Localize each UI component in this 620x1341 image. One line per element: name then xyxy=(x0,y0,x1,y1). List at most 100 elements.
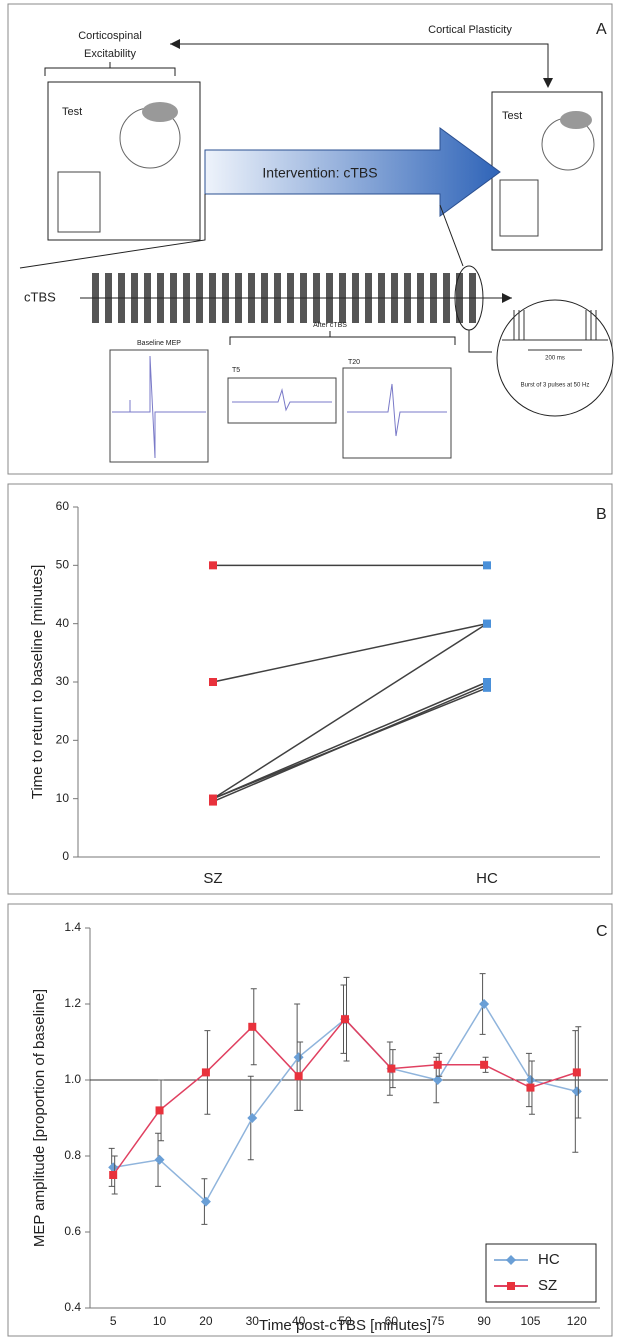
y-tick-label: 50 xyxy=(56,558,70,572)
marker xyxy=(341,1015,349,1024)
marker xyxy=(155,1106,164,1115)
y-tick-label: 1.0 xyxy=(64,1072,81,1086)
panel-a: A Cortical Plasticity Corticospinal Exci… xyxy=(7,3,614,475)
x-tick-label: HC xyxy=(476,870,498,887)
plasticity-arrow xyxy=(170,43,549,82)
panel-label: C xyxy=(596,923,608,940)
y-tick-label: 20 xyxy=(56,733,70,747)
marker xyxy=(432,1075,443,1085)
series-line xyxy=(212,623,488,800)
marker xyxy=(572,1068,581,1077)
marker xyxy=(201,1068,210,1077)
marker xyxy=(293,1052,304,1063)
x-tick-label: 40 xyxy=(292,1314,306,1328)
panel-frame xyxy=(7,483,613,895)
intervention-arrow xyxy=(204,127,501,217)
y-tick-label: 10 xyxy=(56,791,70,805)
x-tick-label: 20 xyxy=(199,1314,213,1328)
test-label: Test xyxy=(502,110,522,122)
baseline-label: Baseline MEP xyxy=(137,340,181,347)
coil xyxy=(560,111,592,129)
marker xyxy=(479,999,490,1009)
plasticity-label: Cortical Plasticity xyxy=(428,24,512,36)
x-tick-label: 75 xyxy=(431,1314,445,1328)
burst-detail xyxy=(502,310,608,351)
mep-box xyxy=(342,367,452,459)
excitability-label: Excitability xyxy=(84,48,136,60)
mep-trace xyxy=(112,355,206,459)
connector xyxy=(19,194,206,269)
coil xyxy=(142,102,178,122)
burst-label: Burst of 3 pulses at 50 Hz xyxy=(521,383,590,389)
legend-label: HC xyxy=(538,1251,560,1268)
coil-icon xyxy=(57,171,101,233)
marker xyxy=(480,1060,489,1069)
marker xyxy=(483,561,491,570)
mep-box xyxy=(109,349,209,463)
panel-label: A xyxy=(596,21,607,38)
marker xyxy=(387,1064,396,1073)
ctbs-label: cTBS xyxy=(24,289,56,304)
marker xyxy=(571,1086,582,1097)
y-axis-label: MEP amplitude [proportion of baseline] xyxy=(31,989,48,1247)
marker xyxy=(525,1075,536,1085)
t20-label: T20 xyxy=(348,359,360,366)
interval-label: 200 ms xyxy=(545,356,565,362)
x-tick-label: SZ xyxy=(203,870,222,887)
y-tick-label: 1.4 xyxy=(64,920,81,934)
marker xyxy=(483,619,491,628)
marker xyxy=(483,683,491,692)
marker xyxy=(109,1171,118,1179)
marker xyxy=(154,1154,165,1165)
y-tick-label: 60 xyxy=(56,499,70,513)
panel-frame xyxy=(7,3,613,475)
series-line xyxy=(212,687,488,800)
bracket xyxy=(229,331,456,345)
marker xyxy=(247,1113,258,1123)
mep-trace xyxy=(232,388,332,412)
marker xyxy=(294,1072,303,1081)
arrow-heads xyxy=(170,39,553,88)
charts: B 0 10 20 30 40 50 60 Time to return to baseline… xyxy=(29,499,608,1334)
x-tick-label: 5 xyxy=(110,1314,117,1328)
after-label: After cTBS xyxy=(313,322,347,329)
zoom-line xyxy=(439,204,492,353)
x-tick-label: 30 xyxy=(246,1314,260,1328)
legend-label: SZ xyxy=(538,1277,557,1294)
test-label: Test xyxy=(62,106,82,118)
series-line xyxy=(113,1002,577,1203)
y-tick-label: 40 xyxy=(56,616,70,630)
marker xyxy=(200,1196,211,1207)
y-tick-label: 30 xyxy=(56,674,70,688)
intervention-label: Intervention: cTBS xyxy=(262,165,377,181)
zoom-circle xyxy=(496,299,614,417)
legend xyxy=(485,1243,597,1303)
x-tick-label: 105 xyxy=(520,1314,540,1328)
bracket xyxy=(44,62,176,76)
x-tick-label: 90 xyxy=(477,1314,491,1328)
marker xyxy=(108,1162,119,1173)
y-axis-label: Time to return to baseline [minutes] xyxy=(29,565,46,800)
mep-trace xyxy=(347,383,447,437)
marker xyxy=(209,794,217,803)
x-tick-label: 60 xyxy=(385,1314,399,1328)
series-line xyxy=(212,622,488,683)
mep-box xyxy=(227,377,337,424)
marker xyxy=(507,1282,515,1290)
y-tick-label: 0.4 xyxy=(64,1300,81,1314)
excitability-label: Corticospinal xyxy=(78,30,142,42)
x-tick-label: 10 xyxy=(153,1314,167,1328)
x-tick-label: 120 xyxy=(567,1314,587,1328)
marker xyxy=(209,678,217,686)
y-tick-label: 1.2 xyxy=(64,996,81,1010)
y-tick-label: 0.6 xyxy=(64,1224,81,1238)
y-tick-label: 0 xyxy=(62,849,69,863)
t5-label: T5 xyxy=(232,367,240,374)
panel-frame xyxy=(7,903,613,1337)
coil-icon xyxy=(499,179,539,237)
test-box xyxy=(491,91,603,251)
y-tick-label: 0.8 xyxy=(64,1148,81,1162)
marker xyxy=(433,1060,442,1069)
marker xyxy=(526,1083,535,1092)
